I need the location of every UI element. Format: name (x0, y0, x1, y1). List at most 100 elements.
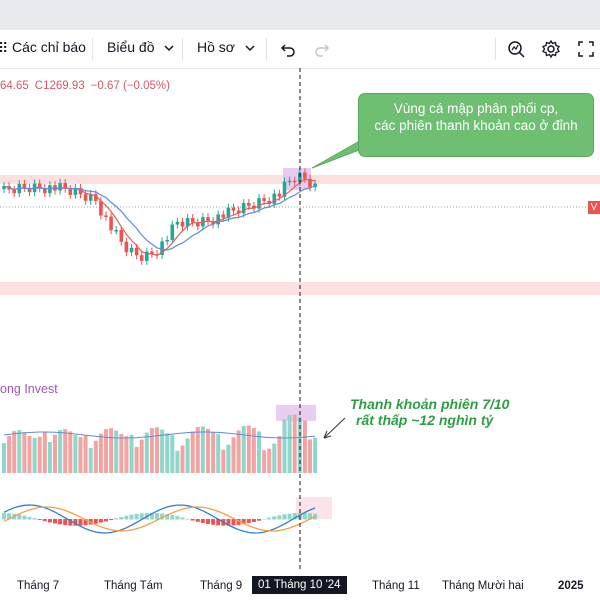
toolbar-divider (92, 38, 93, 60)
signal-line (3, 506, 316, 532)
macd-histogram-bar (109, 519, 114, 521)
change-value: −0.67 (−0.05%) (90, 80, 170, 92)
ohlc-legend: 64.65 C1269.93 −0.67 (−0.05%) (0, 80, 176, 92)
volume-bar (109, 428, 114, 473)
volume-bar (216, 434, 221, 473)
fullscreen-icon[interactable] (575, 38, 597, 60)
volume-bar (53, 434, 57, 473)
candle-body (170, 224, 175, 240)
macd-histogram-bar (190, 519, 195, 521)
distribution-callout[interactable]: Vùng cá mập phân phối cp, các phiên than… (358, 93, 594, 157)
crosshair-date-label: 01 Tháng 10 '24 (252, 576, 347, 594)
candle-body (114, 229, 118, 232)
candle-body (277, 193, 282, 197)
macd-histogram-bar (251, 519, 256, 523)
candle-body (104, 215, 108, 217)
volume-bar (267, 448, 272, 473)
settings-gear-icon[interactable] (540, 38, 562, 60)
candle-body (99, 200, 103, 216)
volume-bar (185, 438, 190, 473)
candle-body (190, 217, 195, 223)
volume-bar (129, 434, 134, 473)
candle-body (267, 200, 271, 204)
volume-bar (68, 431, 73, 473)
volume-average-line (3, 431, 316, 439)
volume-bar (73, 434, 78, 473)
macd-histogram-bar (246, 519, 251, 524)
candle-body (73, 187, 78, 195)
macd-histogram-bar (175, 516, 180, 520)
time-axis[interactable]: Tháng 7 Tháng Tám Tháng 9 01 Tháng 10 '2… (0, 572, 600, 600)
candle-body (247, 203, 251, 206)
quick-search-icon[interactable] (505, 38, 527, 60)
indicators-button[interactable]: Các chỉ báo (12, 39, 86, 55)
macd-histogram-bar (53, 519, 57, 524)
macd-histogram-bar (226, 519, 231, 526)
candle-body (109, 216, 113, 231)
macd-histogram-bar (68, 519, 73, 526)
volume-bar (119, 434, 124, 473)
volume-bar (2, 443, 6, 473)
time-label: Tháng 9 (200, 580, 243, 592)
volume-series (2, 414, 318, 473)
volume-bar (12, 431, 17, 473)
volume-bar (257, 431, 261, 473)
candle-body (221, 214, 226, 218)
volume-bar (124, 436, 129, 473)
macd-histogram-bar (165, 514, 170, 520)
candle-body (12, 189, 16, 194)
candle-body (313, 183, 317, 188)
macd-histogram-bar (206, 519, 210, 524)
macd-histogram-bar (211, 519, 216, 525)
macd-histogram-bar (78, 519, 83, 526)
chart-pane[interactable] (0, 68, 600, 572)
time-label-year: 2025 (558, 580, 584, 592)
volume-bar (241, 426, 246, 473)
volume-bar (302, 420, 307, 473)
volume-bar (297, 417, 302, 473)
volume-bar (246, 425, 251, 473)
macd-histogram-bar (149, 512, 154, 520)
volume-note-line-2: rất thấp ~12 nghìn tỷ (356, 412, 494, 428)
candle-body (58, 182, 62, 191)
candle-body (236, 210, 241, 214)
undo-icon[interactable] (276, 38, 298, 60)
volume-bar (47, 441, 52, 473)
candle-body (175, 221, 180, 225)
chart-type-menu[interactable]: Biểu đồ (107, 39, 174, 55)
candle-body (262, 198, 266, 201)
macd-histogram-bar (119, 516, 124, 520)
candle-body (63, 182, 67, 189)
redo-icon[interactable] (312, 38, 334, 60)
volume-bar (155, 427, 159, 473)
volume-bar (272, 443, 277, 473)
candle-body (150, 251, 154, 255)
candle-body (272, 193, 277, 204)
candle-body (180, 221, 185, 227)
candle-body (37, 183, 42, 189)
time-label: Tháng 11 (372, 580, 420, 592)
arrow-line-icon (323, 417, 346, 439)
toolbar-divider (266, 38, 267, 60)
candle-body (231, 207, 236, 211)
drag-handle-icon[interactable]: ⠿ (0, 40, 9, 56)
candle-body (252, 205, 256, 209)
macd-histogram-bar (93, 519, 98, 524)
volume-bar (236, 430, 241, 473)
macd-histogram-bar (200, 519, 205, 523)
macd-histogram-bar (272, 516, 277, 520)
profile-menu[interactable]: Hồ sơ (197, 39, 255, 55)
macd-histogram-bar (129, 514, 134, 520)
toolbar-divider (495, 38, 496, 60)
macd-histogram-bar (124, 515, 129, 520)
macd-histogram-bar (27, 516, 32, 520)
price-scale-tag: V (588, 201, 600, 214)
macd-histogram-bar (114, 518, 119, 520)
candle-body (226, 207, 231, 218)
volume-bar (287, 415, 292, 473)
candle-body (129, 247, 134, 253)
candle-body (68, 188, 73, 195)
candle-body (2, 186, 6, 190)
chart-toolbar: ⠿ Các chỉ báo Biểu đồ Hồ sơ (0, 30, 600, 69)
candle-body (48, 185, 52, 194)
